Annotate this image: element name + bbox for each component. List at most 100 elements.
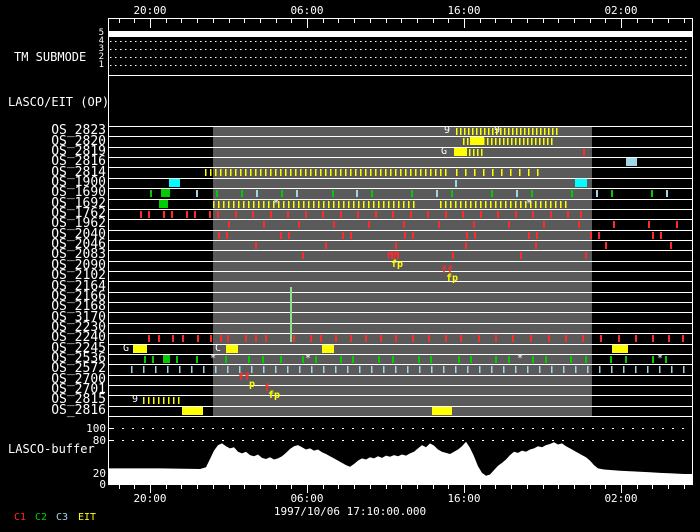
flag-glyph: fp	[446, 273, 459, 284]
tm-submode-bottom-line	[108, 75, 692, 76]
mark-block	[161, 189, 170, 197]
legend-item: EIT	[78, 512, 97, 523]
time-label: 20:00	[133, 4, 167, 17]
time-tick	[464, 18, 465, 28]
mark-tick	[172, 335, 174, 342]
time-label: 02:00	[604, 4, 638, 17]
time-tick	[527, 18, 528, 23]
row-separator-line	[108, 395, 692, 396]
mark-tick	[451, 190, 453, 197]
mark-tick	[186, 211, 188, 218]
mark-tick	[652, 335, 654, 342]
mark-tick	[340, 356, 342, 363]
mark-tick	[293, 335, 295, 342]
time-tick	[244, 484, 245, 489]
time-tick	[417, 18, 418, 23]
time-label: 16:00	[447, 492, 481, 505]
mark-tick	[470, 356, 472, 363]
os-row-label: OS_1962	[51, 216, 106, 231]
mark-comb	[213, 201, 418, 208]
mark-tick	[194, 211, 196, 218]
row-separator-line	[108, 302, 692, 303]
os-row-label: OS_2700	[51, 372, 106, 387]
mark-tick	[371, 190, 373, 197]
mark-tick	[532, 211, 534, 218]
row-separator-line	[108, 178, 692, 179]
mark-tick	[580, 211, 582, 218]
mark-tick	[356, 190, 358, 197]
mark-tick	[652, 356, 654, 363]
mark-comb	[456, 169, 545, 176]
mark-tick	[412, 335, 414, 342]
row-separator-line	[108, 199, 692, 200]
time-tick	[684, 18, 685, 23]
os-row-label: OS_2701	[51, 382, 106, 397]
mark-tick	[350, 232, 352, 239]
mark-tick	[474, 232, 476, 239]
mark-tick	[648, 221, 650, 228]
os-row-label: OS_2572	[51, 361, 106, 376]
mark-block	[133, 345, 147, 353]
mark-tick	[565, 335, 567, 342]
top-axis-line	[108, 18, 692, 19]
tm-submode-level-label: 5	[98, 28, 104, 38]
time-tick	[684, 484, 685, 489]
time-tick	[197, 18, 198, 23]
time-tick	[480, 18, 481, 23]
mark-tick	[209, 211, 211, 218]
tm-submode-level-label: 2	[98, 52, 104, 62]
row-separator-line	[108, 219, 692, 220]
mark-letter-glyph: *	[657, 353, 664, 364]
mark-tick	[452, 252, 454, 259]
mark-tick	[365, 335, 367, 342]
os-row-label: OS_2090	[51, 258, 106, 273]
buffer-ytick-label: 20	[92, 467, 106, 480]
row-separator-line	[108, 271, 692, 272]
time-tick	[433, 18, 434, 23]
mark-tick	[458, 356, 460, 363]
mark-tick	[497, 211, 499, 218]
time-tick	[401, 484, 402, 489]
mark-tick	[197, 335, 199, 342]
time-tick	[134, 18, 135, 23]
row-separator-line	[108, 323, 692, 324]
time-tick	[260, 484, 261, 489]
mark-tick	[578, 221, 580, 228]
time-tick	[652, 484, 653, 489]
os-row-label: OS_2240	[51, 330, 106, 345]
mark-tick	[528, 232, 530, 239]
time-tick	[181, 484, 182, 489]
time-label: 06:00	[290, 4, 324, 17]
time-tick	[276, 18, 277, 23]
time-tick	[668, 484, 669, 489]
time-tick	[370, 484, 371, 489]
os-row-label: OS_1692	[51, 196, 106, 211]
mark-tick	[611, 190, 613, 197]
mark-tick	[530, 335, 532, 342]
mark-tick	[515, 211, 517, 218]
mark-tick	[305, 211, 307, 218]
mark-tick	[241, 190, 243, 197]
mark-tick	[428, 335, 430, 342]
row-separator-line	[108, 188, 692, 189]
mark-tick	[438, 221, 440, 228]
mark-tick	[536, 232, 538, 239]
time-tick	[652, 18, 653, 23]
row-separator-line	[108, 406, 692, 407]
mark-tick	[392, 211, 394, 218]
mark-tick	[550, 211, 552, 218]
mark-tick	[600, 335, 602, 342]
mark-tick	[582, 335, 584, 342]
time-tick	[276, 484, 277, 489]
mark-tick	[255, 242, 257, 249]
mark-tick	[668, 335, 670, 342]
time-tick	[558, 484, 559, 489]
row-separator-line	[108, 230, 692, 231]
row-separator-line	[108, 250, 692, 251]
mark-tick	[375, 211, 377, 218]
time-tick	[150, 484, 151, 493]
mark-block	[169, 179, 180, 187]
tm-submode-dotted-line	[110, 65, 690, 66]
row-separator-line	[108, 375, 692, 376]
